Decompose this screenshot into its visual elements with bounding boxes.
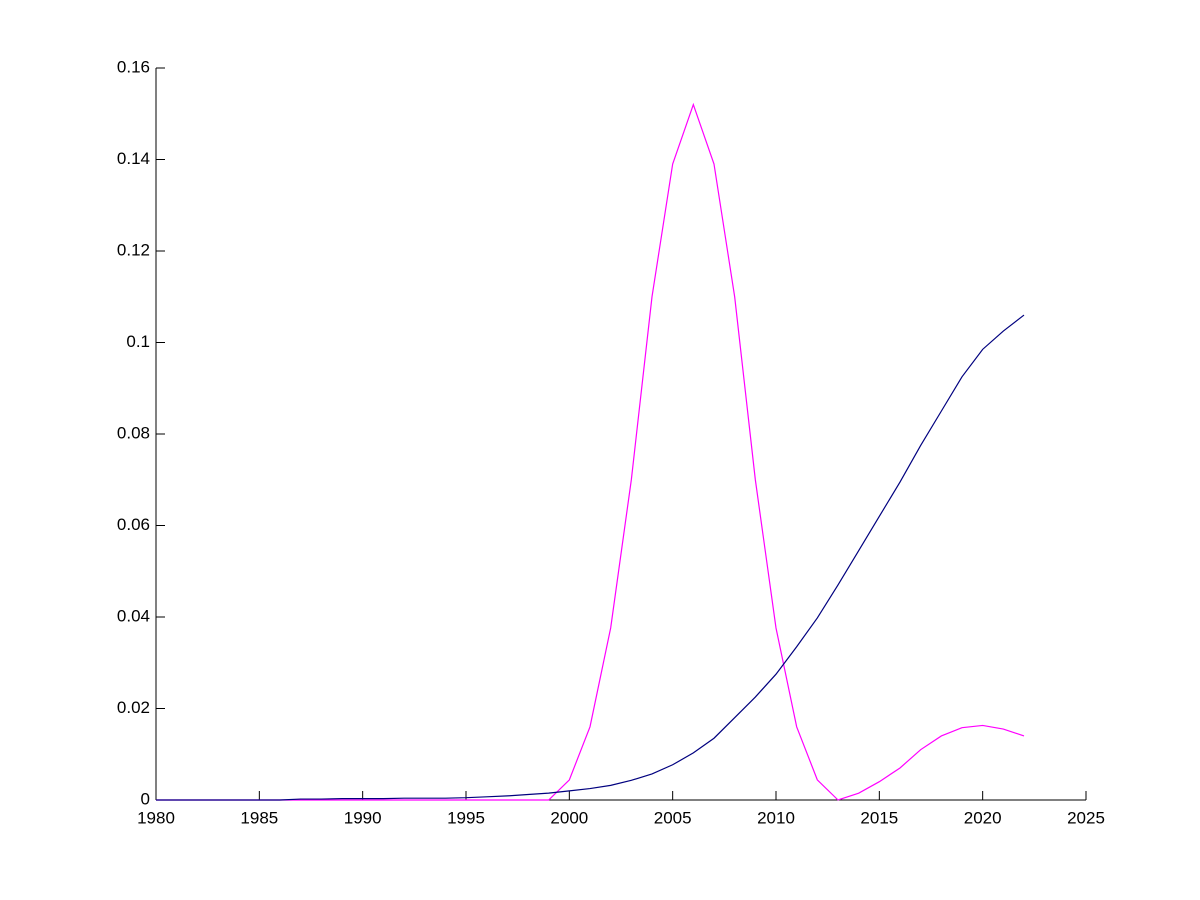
y-tick-label: 0.06 xyxy=(117,515,150,534)
line-series xyxy=(156,102,1025,801)
y-tick-label: 0.04 xyxy=(117,606,150,625)
x-tick-label: 2005 xyxy=(654,808,692,827)
x-tick-label: 1980 xyxy=(137,808,175,827)
x-tick-label: 2010 xyxy=(757,808,795,827)
x-tick-label: 1990 xyxy=(344,808,382,827)
x-tick-label: 2020 xyxy=(964,808,1002,827)
y-tick-label: 0.08 xyxy=(117,423,150,442)
y-tick-label: 0.02 xyxy=(117,698,150,717)
x-tick-label: 1995 xyxy=(447,808,485,827)
x-tick-label: 2015 xyxy=(860,808,898,827)
x-tick-label: 1985 xyxy=(240,808,278,827)
y-tick-label: 0.12 xyxy=(117,240,150,259)
y-tick-label: 0 xyxy=(141,789,150,808)
y-tick-label: 0.14 xyxy=(117,149,150,168)
x-tick-label: 2000 xyxy=(550,808,588,827)
x-tick-label: 2025 xyxy=(1067,808,1105,827)
y-tick-label: 0.1 xyxy=(126,332,150,351)
line-series xyxy=(156,314,1025,801)
y-tick-label: 0.16 xyxy=(117,57,150,76)
